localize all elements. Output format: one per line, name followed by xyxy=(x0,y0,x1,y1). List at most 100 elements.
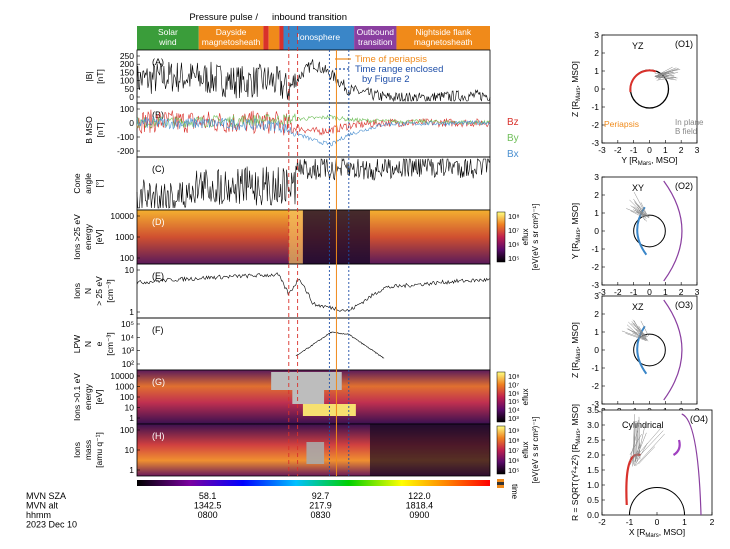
orbit-y-tick: -2 xyxy=(591,381,599,391)
orbit-x-tick: -1 xyxy=(626,517,634,527)
b-field-whisker xyxy=(638,206,647,219)
time-col-sza: 58.1 xyxy=(199,491,217,501)
y-axis-label: mass xyxy=(83,440,93,460)
colorbar-tick: 10⁶ xyxy=(508,456,519,465)
orbit-y-tick: 0.0 xyxy=(587,510,599,520)
orbit-y-tick: -1 xyxy=(591,363,599,373)
colorbar-label: eflux xyxy=(521,229,530,246)
region-label-0: Solar xyxy=(158,27,178,37)
orbit-x-label-sub: Mars xyxy=(645,533,658,539)
colorbar-tick: 10⁶ xyxy=(508,240,519,249)
b-field-whisker xyxy=(640,202,649,219)
colorbar-tick: 10⁴ xyxy=(508,406,520,415)
colorbar-tick: 10⁷ xyxy=(508,380,519,389)
y-tick-label: 150 xyxy=(120,67,134,77)
orbit-y-tick: 1 xyxy=(594,208,599,218)
trace-ion-density-line xyxy=(136,272,491,313)
orbit-frame xyxy=(601,34,698,144)
b-field-whisker xyxy=(630,205,646,216)
panel-frame xyxy=(136,102,491,158)
b-field-whisker xyxy=(638,416,641,460)
b-field-whisker xyxy=(635,419,639,462)
time-row-label: MVN alt xyxy=(26,501,59,511)
b-field-whisker xyxy=(659,69,681,74)
y-tick-label: 1 xyxy=(129,307,134,317)
bow-shock xyxy=(663,180,683,282)
orbit-track xyxy=(629,69,657,93)
spec-gray-top xyxy=(271,372,342,390)
b-field-whisker xyxy=(630,330,648,337)
y-tick-label: 50 xyxy=(125,84,135,94)
time-colorbar xyxy=(137,480,490,486)
y-axis-label: > 25 eV xyxy=(94,276,104,306)
orbit-x-tick: -2 xyxy=(598,517,606,527)
orbit-y-tick: 3.0 xyxy=(587,420,599,430)
y-tick-label: 250 xyxy=(120,51,134,61)
colorbar-rect xyxy=(496,425,506,475)
y-tick-label: 10⁵ xyxy=(121,319,134,329)
orbit-x-tick: 0 xyxy=(647,145,652,155)
orbit-x-label-tail: , MSO] xyxy=(659,527,685,537)
orbit-y-tick: 3 xyxy=(594,172,599,182)
orbit-id: (O3) xyxy=(675,300,693,310)
panel-frame xyxy=(136,263,491,319)
y-axis-label: Cone xyxy=(72,173,82,194)
time-colorbar-end xyxy=(497,479,504,488)
b-field-whisker xyxy=(637,204,648,216)
mars-circle xyxy=(633,214,666,248)
orbit-id: (O1) xyxy=(675,39,693,49)
b-field-whisker xyxy=(628,321,646,339)
orbit-y-tick: -1 xyxy=(591,244,599,254)
time-col-alt: 1818.4 xyxy=(406,501,434,511)
panel-letter: (A) xyxy=(152,57,164,67)
y-axis-unit: [nT] xyxy=(95,123,105,138)
b-field-whisker xyxy=(635,433,665,467)
legend-range-text-1: Time range enclosed xyxy=(355,64,443,75)
orbit-x-label: X [RMars, MSO] xyxy=(629,527,685,539)
panel-h: (H) 100 10 1 Ions mass [amu q⁻¹] xyxy=(72,423,491,477)
trace-bx xyxy=(136,116,491,147)
y-axis-unit: [eV] xyxy=(94,389,104,404)
orbit-y-label-sub: Mars xyxy=(576,229,582,242)
y-axis-label: energy xyxy=(83,223,93,250)
colorbar-tick: 10⁵ xyxy=(508,254,519,263)
y-tick-label: 10000 xyxy=(110,211,134,221)
orbit-id: (O2) xyxy=(675,181,693,191)
region-7 xyxy=(396,26,490,50)
region-label-5: Ionosphere xyxy=(298,32,341,42)
panel-frame xyxy=(136,49,491,104)
y-axis-unit: [nT] xyxy=(95,69,105,84)
orbit-y-label-sub: Mars xyxy=(576,349,582,362)
spec-dark-h xyxy=(369,424,490,476)
region-1 xyxy=(198,26,264,50)
legend-periapsis: Time of periapsis Time range enclosed by… xyxy=(335,54,443,85)
b-field-whisker xyxy=(634,421,638,461)
orbit-x-tick: 3 xyxy=(695,145,700,155)
orbit-y-label-tail: , MSO] xyxy=(570,322,580,348)
colorbar-tick: 10⁷ xyxy=(508,446,519,455)
orbit-plane-label: YZ xyxy=(632,41,644,51)
orbit-y-tick: -3 xyxy=(591,280,599,290)
region-label-0: wind xyxy=(158,37,177,47)
legend-periapsis-text: Time of periapsis xyxy=(355,54,427,65)
spec-band xyxy=(288,210,303,264)
y-tick-label: 10² xyxy=(122,359,134,369)
y-tick-label: 200 xyxy=(120,59,134,69)
b-field-whisker xyxy=(654,73,668,77)
region-label-7: Nightside flank xyxy=(415,27,472,37)
orbit-y-tick: -3 xyxy=(591,138,599,148)
orbit-y-tick: 1 xyxy=(594,66,599,76)
b-field-whisker xyxy=(656,77,676,81)
y-axis-label: |B| xyxy=(84,71,94,81)
b-field-whisker xyxy=(634,432,647,463)
y-axis-label: B MSO xyxy=(84,116,94,144)
orbit-frame xyxy=(601,295,698,405)
